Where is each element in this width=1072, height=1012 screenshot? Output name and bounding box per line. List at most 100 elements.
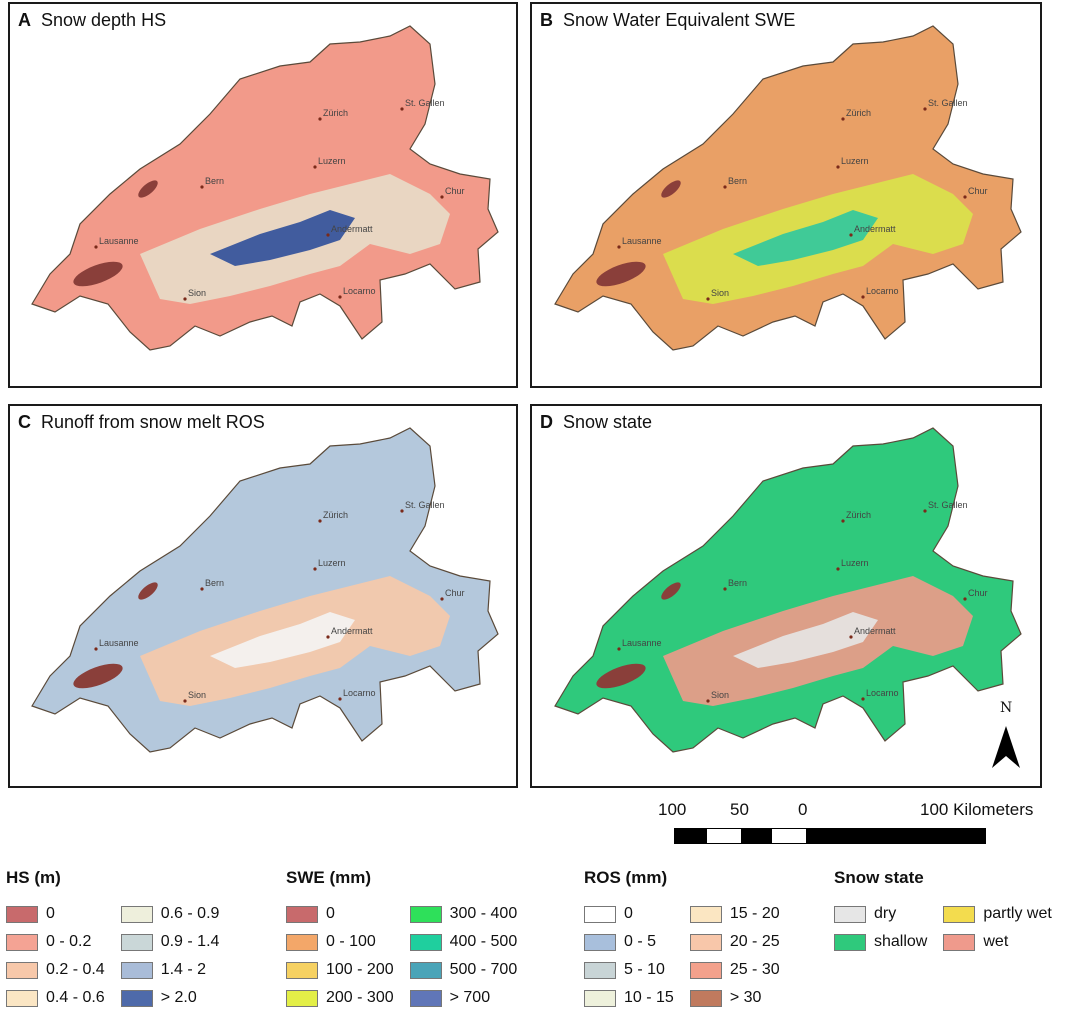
legend-item: partly wet xyxy=(943,902,1052,926)
city-label: St. Gallen xyxy=(928,98,968,108)
legend-swatch xyxy=(584,989,616,1007)
panel-title-text: Snow state xyxy=(563,412,653,432)
city-label: Luzern xyxy=(841,156,869,166)
city-marker xyxy=(836,567,840,571)
legend-title: Snow state xyxy=(834,868,924,887)
legend-item: 5 - 10 xyxy=(584,958,674,982)
legend-title: ROS (mm) xyxy=(584,868,668,887)
legend-item: 500 - 700 xyxy=(409,958,518,982)
city-marker xyxy=(94,647,98,651)
legend-swatch xyxy=(409,989,442,1007)
legend-swatch xyxy=(409,933,442,951)
city-label: Bern xyxy=(728,176,747,186)
legend-label: 20 - 25 xyxy=(729,933,780,950)
legend-item: 0 xyxy=(584,902,674,926)
country-outline xyxy=(554,427,1022,753)
scale-label: 0 xyxy=(798,800,808,819)
city-marker xyxy=(326,635,330,639)
city-label: Chur xyxy=(445,588,465,598)
legend-ros: ROS (mm) 0 0 - 5 5 - 10 10 - 15 15 - 20 20 - … xyxy=(584,868,780,1010)
legend-swatch xyxy=(6,905,38,923)
legend-label: > 700 xyxy=(449,989,491,1006)
legend-label: 200 - 300 xyxy=(326,989,394,1006)
legend-label: 0 - 0.2 xyxy=(46,933,92,950)
legend-swatch xyxy=(6,961,38,979)
legend-swatch xyxy=(120,933,153,951)
legend-label: 5 - 10 xyxy=(624,961,665,978)
legend-label: 0 xyxy=(46,905,55,922)
city-label: Chur xyxy=(968,588,988,598)
panel-title-text: Snow depth HS xyxy=(41,10,167,30)
legend-swatch xyxy=(286,905,318,923)
legend-swatch xyxy=(689,961,722,979)
scale-label: 100 xyxy=(658,800,687,819)
legend-swatch xyxy=(6,933,38,951)
scale-bar-graphic xyxy=(674,828,986,844)
legend-label: 0 xyxy=(624,905,633,922)
city-marker xyxy=(338,295,342,299)
city-label: Bern xyxy=(205,578,224,588)
legend-label: 0 - 100 xyxy=(326,933,376,950)
legend-label: 0.4 - 0.6 xyxy=(46,989,105,1006)
city-label: Locarno xyxy=(866,286,899,296)
legend-swatch xyxy=(943,933,976,951)
city-marker xyxy=(94,245,98,249)
legend-item: 1.4 - 2 xyxy=(120,958,220,982)
panel-title: C Runoff from snow melt ROS xyxy=(18,412,265,433)
city-marker xyxy=(313,165,317,169)
legend-label: 15 - 20 xyxy=(729,905,780,922)
city-label: Luzern xyxy=(318,156,346,166)
legend-item: 0 xyxy=(286,902,394,926)
legend-swatch xyxy=(120,961,153,979)
legend-item: 10 - 15 xyxy=(584,986,674,1010)
legend-swatch xyxy=(943,905,976,923)
legend-label: 1.4 - 2 xyxy=(160,961,207,978)
legend-item: 400 - 500 xyxy=(409,930,518,954)
city-marker xyxy=(861,697,865,701)
panel-title-text: Snow Water Equivalent SWE xyxy=(563,10,796,30)
legend-item: 0.9 - 1.4 xyxy=(120,930,219,954)
city-marker xyxy=(849,233,853,237)
map-panel-snow-depth: A Snow depth HS Zürich St. Gallen Luzern Ber… xyxy=(8,2,518,388)
legend-label: 500 - 700 xyxy=(449,961,518,978)
switzerland-map: Zürich St. Gallen Luzern Bern Chur Andermatt L… xyxy=(554,25,1022,351)
legend-title: HS (m) xyxy=(6,868,61,887)
switzerland-map: Zürich St. Gallen Luzern Bern Chur Andermatt L… xyxy=(31,25,499,351)
switzerland-map: Zürich St. Gallen Luzern Bern Chur Andermatt L… xyxy=(554,427,1022,753)
city-label: Andermatt xyxy=(854,626,896,636)
legend-label: > 2.0 xyxy=(160,989,197,1006)
city-marker xyxy=(706,297,710,301)
legend-label: shallow xyxy=(874,933,928,950)
lake-neuchatel xyxy=(661,582,681,600)
city-marker xyxy=(338,697,342,701)
panel-letter: C xyxy=(18,412,31,432)
legend-item: wet xyxy=(943,930,1051,954)
city-label: Sion xyxy=(188,288,206,298)
lake-neuchatel xyxy=(138,180,158,198)
legend-label: 10 - 15 xyxy=(624,989,674,1006)
north-label: N xyxy=(1000,700,1013,716)
legend-item: > 700 xyxy=(409,986,518,1010)
legend-item: 15 - 20 xyxy=(689,902,780,926)
city-label: Lausanne xyxy=(99,236,139,246)
legend-item: 0 xyxy=(6,902,105,926)
city-marker xyxy=(723,587,727,591)
legend-label: 400 - 500 xyxy=(449,933,518,950)
legend-swatch xyxy=(584,905,616,923)
city-label: Luzern xyxy=(318,558,346,568)
legend-item: > 30 xyxy=(689,986,780,1010)
city-label: Chur xyxy=(445,186,465,196)
city-marker xyxy=(440,597,444,601)
map-panel-swe: B Snow Water Equivalent SWE Zürich St. Gal… xyxy=(530,2,1042,388)
city-label: Bern xyxy=(205,176,224,186)
panel-title: D Snow state xyxy=(540,412,652,433)
legend-swatch xyxy=(120,905,153,923)
city-marker xyxy=(923,107,927,111)
city-label: Andermatt xyxy=(331,224,373,234)
high-alpine-region xyxy=(733,612,878,668)
city-label: Bern xyxy=(728,578,747,588)
legend-swatch xyxy=(286,989,318,1007)
city-marker xyxy=(841,519,845,523)
lake-geneva xyxy=(596,663,646,689)
panel-title-text: Runoff from snow melt ROS xyxy=(41,412,265,432)
